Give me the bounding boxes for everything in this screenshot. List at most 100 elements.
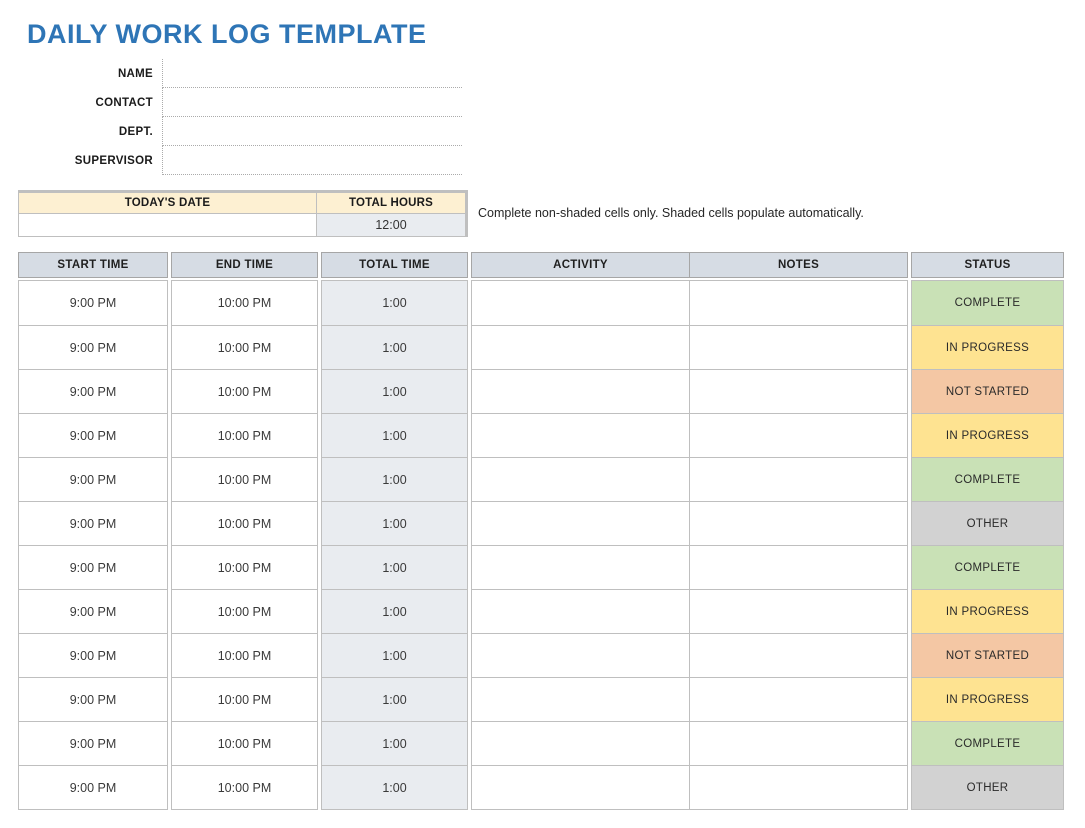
start-time-cell[interactable]: 9:00 PM xyxy=(19,545,167,589)
form-row-contact: CONTACT xyxy=(18,88,470,117)
activity-cell[interactable] xyxy=(472,633,689,677)
total-time-cell: 1:00 xyxy=(322,633,467,677)
name-input[interactable] xyxy=(162,59,462,88)
end-time-cell[interactable]: 10:00 PM xyxy=(172,413,317,457)
start-time-cell[interactable]: 9:00 PM xyxy=(19,501,167,545)
activity-cell[interactable] xyxy=(472,281,689,325)
end-time-cell[interactable]: 10:00 PM xyxy=(172,325,317,369)
total-time-cell: 1:00 xyxy=(322,721,467,765)
summary-table: TODAY'S DATE TOTAL HOURS 12:00 xyxy=(18,190,468,237)
activity-cell[interactable] xyxy=(472,677,689,721)
start-time-cell[interactable]: 9:00 PM xyxy=(19,721,167,765)
end-time-cell[interactable]: 10:00 PM xyxy=(217,296,272,310)
end-time-cell[interactable]: 10:00 PM xyxy=(172,677,317,721)
todays-date-input[interactable] xyxy=(19,214,317,236)
instruction-note: Complete non-shaded cells only. Shaded c… xyxy=(478,206,864,220)
notes-cell[interactable] xyxy=(690,545,907,589)
activity-cell[interactable] xyxy=(472,545,689,589)
total-time-header: TOTAL TIME xyxy=(321,252,468,278)
end-time-cell[interactable]: 10:00 PM xyxy=(172,721,317,765)
status-cell[interactable]: IN PROGRESS xyxy=(912,413,1063,457)
total-time-cell: 1:00 xyxy=(322,545,467,589)
total-time-column-body: 1:00 1:00 1:00 1:00 1:00 1:00 1:00 1:00 … xyxy=(321,280,468,810)
notes-cell[interactable] xyxy=(690,721,907,765)
notes-cell[interactable] xyxy=(690,413,907,457)
start-time-cell[interactable]: 9:00 PM xyxy=(19,677,167,721)
form-row-supervisor: SUPERVISOR xyxy=(18,146,470,175)
status-header: STATUS xyxy=(911,252,1064,278)
total-hours-value: 12:00 xyxy=(317,214,465,236)
activity-header: ACTIVITY xyxy=(471,252,690,278)
start-time-cell[interactable]: 9:00 PM xyxy=(19,633,167,677)
activity-cell[interactable] xyxy=(472,501,689,545)
status-cell[interactable]: COMPLETE xyxy=(912,545,1063,589)
activity-cell[interactable] xyxy=(472,721,689,765)
start-time-cell[interactable]: 9:00 PM xyxy=(19,413,167,457)
status-cell[interactable]: COMPLETE xyxy=(912,721,1063,765)
total-time-cell: 1:00 xyxy=(322,501,467,545)
end-time-column-body: 10:00 PM 10:00 PM 10:00 PM 10:00 PM 10:0… xyxy=(171,280,318,810)
notes-cell[interactable] xyxy=(690,633,907,677)
status-cell[interactable]: OTHER xyxy=(912,501,1063,545)
end-time-cell[interactable]: 10:00 PM xyxy=(172,501,317,545)
end-time-header: END TIME xyxy=(171,252,318,278)
summary-header-row: TODAY'S DATE TOTAL HOURS xyxy=(19,193,465,214)
end-time-cell[interactable]: 10:00 PM xyxy=(172,457,317,501)
notes-cell[interactable] xyxy=(690,501,907,545)
total-time-cell: 1:00 xyxy=(322,457,467,501)
contact-label: CONTACT xyxy=(95,96,153,109)
work-log-table: START TIME 9:00 PM 9:00 PM 9:00 PM 9:00 … xyxy=(18,252,1064,810)
column-notes: NOTES xyxy=(690,252,908,810)
activity-cell[interactable] xyxy=(472,589,689,633)
status-cell[interactable]: IN PROGRESS xyxy=(912,325,1063,369)
column-status: STATUS COMPLETE IN PROGRESS NOT STARTED … xyxy=(911,252,1064,810)
end-time-cell[interactable]: 10:00 PM xyxy=(172,589,317,633)
total-time-cell: 1:00 xyxy=(322,413,467,457)
notes-cell[interactable] xyxy=(690,325,907,369)
column-start-time: START TIME 9:00 PM 9:00 PM 9:00 PM 9:00 … xyxy=(18,252,168,810)
total-time-cell: 1:00 xyxy=(322,281,467,325)
status-cell[interactable]: COMPLETE xyxy=(912,457,1063,501)
total-time-cell: 1:00 xyxy=(322,369,467,413)
contact-input[interactable] xyxy=(162,88,462,117)
column-activity: ACTIVITY xyxy=(471,252,690,810)
column-end-time: END TIME 10:00 PM 10:00 PM 10:00 PM 10:0… xyxy=(171,252,318,810)
activity-column-body xyxy=(471,280,690,810)
status-cell[interactable]: IN PROGRESS xyxy=(912,589,1063,633)
end-time-cell[interactable]: 10:00 PM xyxy=(172,369,317,413)
start-time-cell[interactable]: 9:00 PM xyxy=(19,369,167,413)
start-time-cell[interactable]: 9:00 PM xyxy=(19,457,167,501)
activity-cell[interactable] xyxy=(472,457,689,501)
notes-cell[interactable] xyxy=(690,589,907,633)
start-time-cell[interactable]: 9:00 PM xyxy=(19,765,167,809)
supervisor-input[interactable] xyxy=(162,146,462,175)
status-cell[interactable]: NOT STARTED xyxy=(912,633,1063,677)
end-time-cell[interactable]: 10:00 PM xyxy=(172,633,317,677)
start-time-cell[interactable]: 9:00 PM xyxy=(69,296,117,310)
summary-value-row: 12:00 xyxy=(19,214,465,236)
dept-input[interactable] xyxy=(162,117,462,146)
notes-cell[interactable] xyxy=(690,677,907,721)
activity-cell[interactable] xyxy=(472,413,689,457)
start-time-cell[interactable]: 9:00 PM xyxy=(19,589,167,633)
start-time-column-body: 9:00 PM 9:00 PM 9:00 PM 9:00 PM 9:00 PM … xyxy=(18,280,168,810)
status-cell[interactable]: COMPLETE xyxy=(912,281,1063,325)
activity-cell[interactable] xyxy=(472,369,689,413)
status-cell[interactable]: OTHER xyxy=(912,765,1063,809)
notes-cell[interactable] xyxy=(690,281,907,325)
status-cell[interactable]: NOT STARTED xyxy=(912,369,1063,413)
total-time-cell: 1:00 xyxy=(322,677,467,721)
supervisor-label: SUPERVISOR xyxy=(74,154,153,167)
dept-label: DEPT. xyxy=(118,125,153,138)
info-form: NAME CONTACT DEPT. SUPERVISOR xyxy=(18,59,470,175)
end-time-cell[interactable]: 10:00 PM xyxy=(172,765,317,809)
activity-cell[interactable] xyxy=(472,765,689,809)
status-column-body: COMPLETE IN PROGRESS NOT STARTED IN PROG… xyxy=(911,280,1064,810)
end-time-cell[interactable]: 10:00 PM xyxy=(172,545,317,589)
notes-cell[interactable] xyxy=(690,765,907,809)
notes-cell[interactable] xyxy=(690,457,907,501)
start-time-cell[interactable]: 9:00 PM xyxy=(19,325,167,369)
activity-cell[interactable] xyxy=(472,325,689,369)
notes-cell[interactable] xyxy=(690,369,907,413)
status-cell[interactable]: IN PROGRESS xyxy=(912,677,1063,721)
